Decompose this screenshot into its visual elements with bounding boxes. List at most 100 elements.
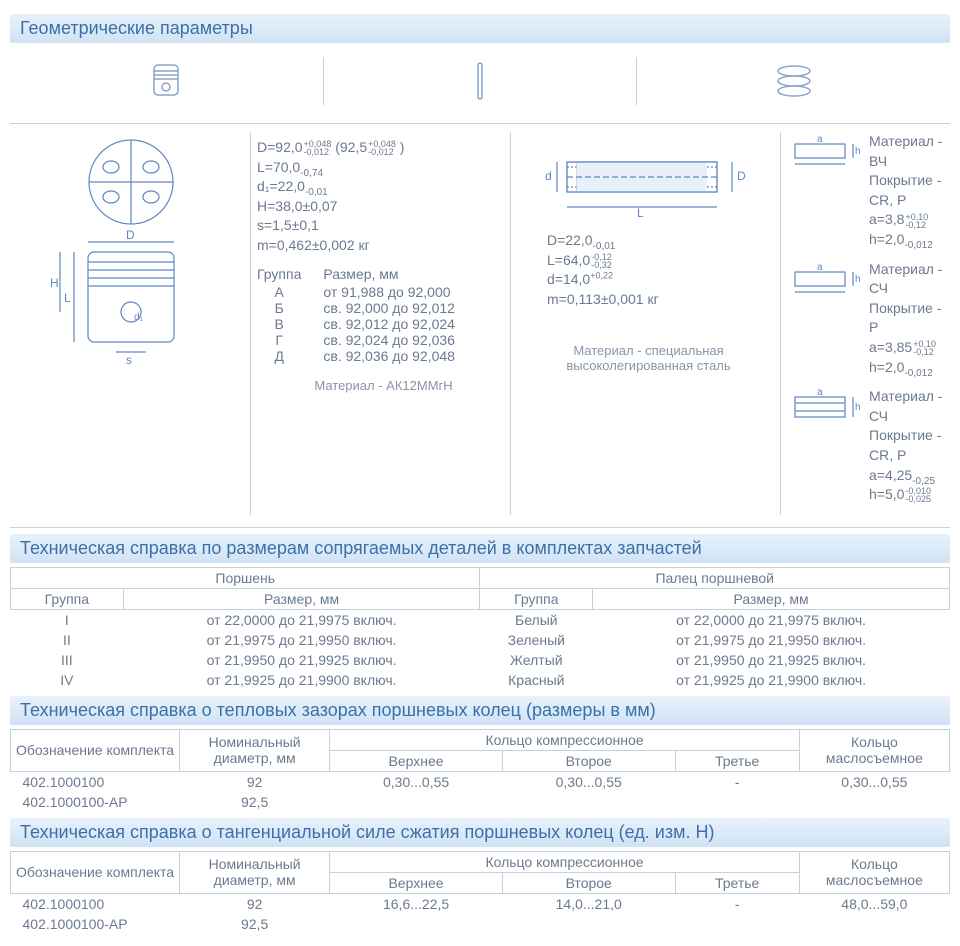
cell: 92,5 <box>180 792 330 812</box>
tol: -0,32 <box>591 261 612 269</box>
pin-m: m=0,113±0,001 кг <box>547 290 780 310</box>
svg-text:D: D <box>737 169 746 183</box>
piston-drawing: D L H d₁ s <box>10 132 250 515</box>
size: св. 92,036 до 92,048 <box>323 348 455 364</box>
svg-text:L: L <box>637 206 644 220</box>
t3-h3c: Третье <box>675 872 799 893</box>
piston-l: L=70,0 <box>257 159 300 175</box>
cell <box>799 792 949 812</box>
tol: -0,12 <box>905 221 928 229</box>
tol: -0,012 <box>368 148 396 156</box>
piston-icon <box>10 57 323 105</box>
cell: 92 <box>180 893 330 914</box>
cell <box>675 792 799 812</box>
cell: 0,30...0,55 <box>502 771 675 792</box>
cell: 402.1000100 <box>11 893 180 914</box>
section-header-tech3: Техническая справка о тангенциальной сил… <box>10 818 950 847</box>
piston-d: D=92,0 <box>257 139 303 155</box>
size: св. 92,000 до 92,012 <box>323 300 455 316</box>
svg-text:h: h <box>855 402 861 413</box>
close: ) <box>396 139 405 155</box>
cell: II <box>11 630 124 650</box>
piston-s: s=1,5±0,1 <box>257 216 510 236</box>
cell: 92,5 <box>180 914 330 934</box>
cell: 0,30...0,55 <box>799 771 949 792</box>
ring3-mat: Материал - СЧ <box>869 387 950 426</box>
cell <box>502 792 675 812</box>
piston-m: m=0,462±0,002 кг <box>257 236 510 256</box>
ring2-coat: Покрытие - P <box>869 299 950 338</box>
cell: Белый <box>480 609 593 630</box>
section-header-tech2: Техническая справка о тепловых зазорах п… <box>10 696 950 725</box>
tol: -0,025 <box>905 495 931 503</box>
ring2-mat: Материал - СЧ <box>869 260 950 299</box>
cell: от 22,0000 до 21,9975 включ. <box>593 609 950 630</box>
svg-text:d₁: d₁ <box>134 312 144 323</box>
cell: от 22,0000 до 21,9975 включ. <box>123 609 480 630</box>
pin-material: Материал - специальная высоколегированна… <box>517 343 780 373</box>
cell <box>675 914 799 934</box>
t2-h3c: Третье <box>675 750 799 771</box>
group: Д <box>257 348 301 364</box>
svg-text:h: h <box>855 274 861 285</box>
t2-h3a: Верхнее <box>330 750 503 771</box>
section-header-tech1: Техническая справка по размерам сопрягае… <box>10 534 950 563</box>
rings-column: a h Материал - ВЧ Покрытие - CR, P a=3,8… <box>780 132 950 515</box>
cell <box>330 914 503 934</box>
svg-text:a: a <box>817 134 823 145</box>
t1-h1: Поршень <box>11 567 480 588</box>
geo-body: D L H d₁ s D=92,0+0,048-0,012 (92,5+0,04… <box>10 124 950 528</box>
t2-h1: Обозначение комплекта <box>11 729 180 771</box>
cell: от 21,9975 до 21,9950 включ. <box>593 630 950 650</box>
piston-d1: d₁=22,0 <box>257 178 305 194</box>
size-head: Размер, мм <box>323 266 455 282</box>
ring1-coat: Покрытие - CR, P <box>869 171 950 210</box>
ring3-coat: Покрытие - CR, P <box>869 426 950 465</box>
pin-icon <box>323 57 637 105</box>
ring1-a: a=3,8 <box>869 211 904 227</box>
cell: Красный <box>480 670 593 690</box>
group: Б <box>257 300 301 316</box>
svg-text:D: D <box>126 228 135 242</box>
t1-sub3: Группа <box>480 588 593 609</box>
tol: -0,12 <box>913 348 936 356</box>
ring3-a: a=4,25 <box>869 467 912 483</box>
cell: 48,0...59,0 <box>799 893 949 914</box>
geo-icons-row <box>10 47 950 124</box>
group-head: Группа <box>257 266 301 282</box>
table-thermal-gaps: Обозначение комплекта Номинальный диамет… <box>10 729 950 812</box>
cell: 92 <box>180 771 330 792</box>
svg-text:H: H <box>50 276 59 290</box>
rings-icon <box>636 57 950 105</box>
ring1-h: h=2,0 <box>869 231 904 247</box>
t1-sub1: Группа <box>11 588 124 609</box>
t3-h3: Кольцо компрессионное <box>330 851 800 872</box>
group: В <box>257 316 301 332</box>
ring1-mat: Материал - ВЧ <box>869 132 950 171</box>
cell: от 21,9975 до 21,9950 включ. <box>123 630 480 650</box>
t2-h4: Кольцо маслосъемное <box>799 729 949 771</box>
size: от 91,988 до 92,000 <box>323 284 455 300</box>
group: Г <box>257 332 301 348</box>
cell: 16,6...22,5 <box>330 893 503 914</box>
cell: - <box>675 893 799 914</box>
svg-text:d: d <box>545 169 552 183</box>
t3-h3b: Второе <box>502 872 675 893</box>
svg-text:L: L <box>64 291 71 305</box>
svg-text:a: a <box>817 262 823 273</box>
pin-d: D=22,0 <box>547 232 593 248</box>
ring2-h: h=2,0 <box>869 359 904 375</box>
piston-group-table: Группа А Б В Г Д Размер, мм от 91,988 до… <box>257 266 510 364</box>
pin-d-small: d=14,0 <box>547 271 590 287</box>
cell: 14,0...21,0 <box>502 893 675 914</box>
group: А <box>257 284 301 300</box>
table-tangential-force: Обозначение комплекта Номинальный диамет… <box>10 851 950 934</box>
cell: I <box>11 609 124 630</box>
t3-h2: Номинальный диаметр, мм <box>180 851 330 893</box>
t1-sub4: Размер, мм <box>593 588 950 609</box>
cell: III <box>11 650 124 670</box>
t1-sub2: Размер, мм <box>123 588 480 609</box>
tol: -0,012 <box>904 367 932 378</box>
cell: от 21,9925 до 21,9900 включ. <box>593 670 950 690</box>
ring2-a: a=3,85 <box>869 339 912 355</box>
